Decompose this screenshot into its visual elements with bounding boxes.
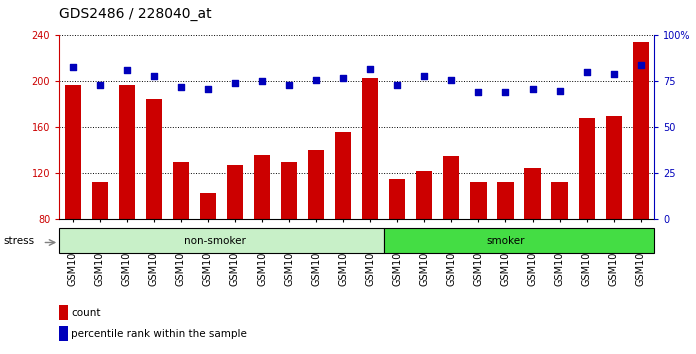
Point bbox=[365, 66, 376, 72]
Point bbox=[283, 82, 294, 88]
Point bbox=[392, 82, 403, 88]
Point bbox=[94, 82, 105, 88]
Bar bbox=[498, 182, 514, 219]
Bar bbox=[443, 156, 459, 219]
Bar bbox=[606, 116, 622, 219]
Bar bbox=[335, 132, 351, 219]
Bar bbox=[551, 182, 568, 219]
Bar bbox=[200, 193, 216, 219]
Bar bbox=[578, 118, 595, 219]
Bar bbox=[416, 171, 432, 219]
Bar bbox=[92, 182, 108, 219]
Bar bbox=[227, 165, 243, 219]
Bar bbox=[470, 182, 487, 219]
Point bbox=[554, 88, 565, 93]
Bar bbox=[59, 228, 383, 253]
Bar bbox=[383, 228, 654, 253]
Point bbox=[581, 69, 592, 75]
Bar bbox=[65, 85, 81, 219]
Point bbox=[310, 77, 322, 82]
Point bbox=[121, 68, 132, 73]
Point bbox=[148, 73, 159, 79]
Point bbox=[473, 90, 484, 95]
Bar bbox=[59, 305, 68, 320]
Point bbox=[67, 64, 78, 69]
Point bbox=[419, 73, 430, 79]
Bar bbox=[59, 326, 68, 341]
Point bbox=[256, 79, 267, 84]
Bar bbox=[118, 85, 135, 219]
Bar bbox=[633, 42, 649, 219]
Point bbox=[230, 80, 241, 86]
Point bbox=[338, 75, 349, 81]
Bar bbox=[389, 179, 405, 219]
Point bbox=[635, 62, 647, 68]
Point bbox=[175, 84, 187, 90]
Point bbox=[446, 77, 457, 82]
Text: GDS2486 / 228040_at: GDS2486 / 228040_at bbox=[59, 7, 212, 21]
Text: percentile rank within the sample: percentile rank within the sample bbox=[72, 329, 247, 339]
Bar bbox=[145, 99, 162, 219]
Text: non-smoker: non-smoker bbox=[184, 236, 246, 246]
Point bbox=[608, 71, 619, 77]
Text: smoker: smoker bbox=[487, 236, 525, 246]
Bar bbox=[362, 78, 379, 219]
Bar bbox=[173, 162, 189, 219]
Text: count: count bbox=[72, 308, 101, 318]
Point bbox=[500, 90, 511, 95]
Point bbox=[203, 86, 214, 92]
Bar bbox=[254, 155, 270, 219]
Text: stress: stress bbox=[3, 236, 35, 246]
Point bbox=[527, 86, 538, 92]
Bar bbox=[281, 162, 297, 219]
Bar bbox=[308, 150, 324, 219]
Bar bbox=[524, 168, 541, 219]
